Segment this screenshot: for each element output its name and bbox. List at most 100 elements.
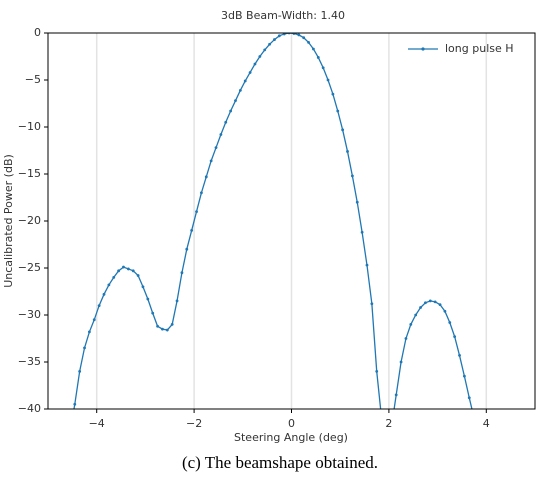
chart-title: 3dB Beam-Width: 1.40 — [221, 9, 345, 22]
point-marker — [238, 88, 242, 92]
point-marker — [87, 330, 91, 334]
point-marker — [195, 210, 198, 214]
point-marker — [375, 370, 379, 373]
legend-label: long pulse H — [445, 42, 514, 55]
point-marker — [258, 55, 262, 58]
x-tick-label: −2 — [186, 417, 202, 430]
point-marker — [394, 393, 398, 397]
point-marker — [224, 120, 228, 124]
point-marker — [185, 247, 189, 251]
point-marker — [448, 321, 452, 324]
point-marker — [428, 299, 432, 303]
point-marker — [200, 191, 203, 195]
point-marker — [331, 92, 335, 96]
point-marker — [365, 263, 369, 267]
point-marker — [92, 318, 96, 322]
point-marker — [346, 150, 349, 153]
point-marker — [341, 128, 345, 132]
point-marker — [112, 276, 116, 279]
point-marker — [253, 62, 257, 66]
point-marker — [156, 324, 159, 328]
point-marker — [321, 66, 325, 70]
point-marker — [433, 300, 437, 304]
point-marker — [380, 417, 383, 420]
point-marker — [107, 283, 111, 287]
y-axis-label: Uncalibrated Power (dB) — [2, 154, 15, 288]
point-marker — [170, 323, 174, 326]
point-marker — [473, 417, 476, 420]
caption: (c) The beamshape obtained. — [182, 453, 378, 472]
point-marker — [97, 304, 101, 307]
x-tick-label: −4 — [89, 417, 105, 430]
point-marker — [190, 229, 194, 232]
point-marker — [214, 146, 218, 150]
point-marker — [414, 313, 418, 317]
point-marker — [336, 109, 340, 113]
point-marker — [117, 269, 121, 273]
point-marker — [248, 71, 252, 74]
point-marker — [453, 335, 457, 339]
point-marker — [404, 337, 408, 340]
point-marker — [229, 109, 233, 113]
point-marker — [180, 271, 184, 275]
plot-area — [71, 33, 476, 458]
point-marker — [419, 306, 422, 309]
y-tick-label: 0 — [34, 26, 41, 39]
point-marker — [399, 360, 403, 364]
point-marker — [102, 292, 106, 296]
x-tick-label: 4 — [483, 417, 490, 430]
y-tick-label: −20 — [18, 214, 41, 227]
point-marker — [73, 402, 77, 406]
point-marker — [273, 38, 276, 41]
point-marker — [146, 297, 150, 301]
point-marker — [462, 374, 466, 378]
point-marker — [326, 78, 330, 82]
point-marker — [122, 265, 125, 269]
y-tick-label: −30 — [18, 308, 41, 321]
point-marker — [350, 174, 354, 178]
point-marker — [307, 41, 310, 44]
legend-marker — [421, 47, 425, 51]
point-marker — [385, 455, 388, 458]
point-marker — [443, 309, 447, 313]
point-marker — [136, 274, 140, 277]
point-marker — [316, 56, 320, 59]
point-marker — [409, 323, 413, 326]
point-marker — [438, 303, 442, 307]
point-marker — [263, 48, 267, 52]
y-tick-label: −5 — [25, 73, 41, 86]
point-marker — [131, 269, 135, 273]
point-marker — [424, 301, 427, 305]
series-line — [73, 33, 473, 409]
point-marker — [297, 33, 301, 37]
point-marker — [243, 79, 247, 83]
point-marker — [209, 159, 213, 163]
point-marker — [302, 36, 306, 40]
point-marker — [161, 327, 164, 331]
y-tick-label: −15 — [18, 167, 41, 180]
point-marker — [175, 299, 179, 303]
axes-frame — [47, 32, 536, 410]
point-marker — [71, 417, 74, 420]
point-marker — [370, 302, 374, 306]
point-marker — [268, 42, 271, 46]
point-marker — [126, 267, 130, 271]
y-tick-label: −10 — [18, 120, 41, 133]
y-tick-label: −40 — [18, 402, 41, 415]
point-marker — [165, 328, 169, 332]
point-marker — [360, 230, 364, 234]
x-tick-label: 0 — [288, 417, 295, 430]
point-marker — [234, 99, 237, 103]
point-marker — [312, 47, 315, 51]
point-marker — [467, 396, 471, 400]
point-marker — [458, 354, 461, 357]
point-marker — [83, 346, 86, 350]
point-marker — [151, 311, 155, 315]
point-marker — [78, 370, 82, 373]
x-tick-label: 2 — [385, 417, 392, 430]
y-tick-label: −35 — [18, 355, 41, 368]
y-tick-label: −25 — [18, 261, 41, 274]
point-marker — [355, 200, 359, 204]
point-marker — [204, 175, 208, 179]
